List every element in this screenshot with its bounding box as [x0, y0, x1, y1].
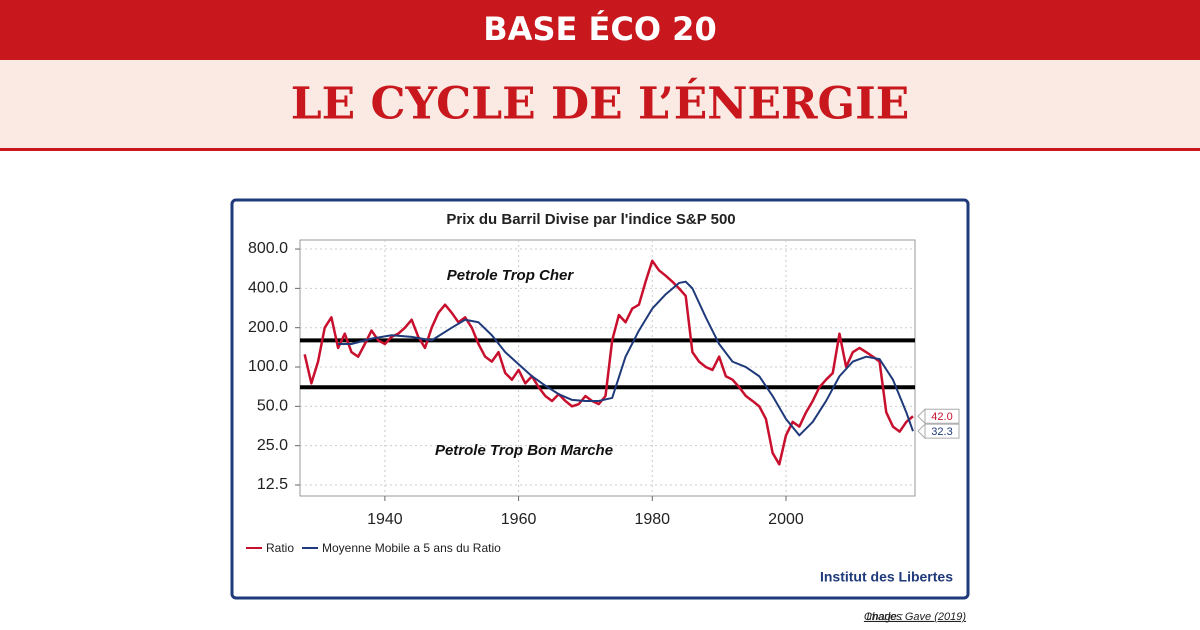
kicker-band [0, 0, 1200, 60]
annotation: Petrole Trop Bon Marche [435, 442, 613, 459]
legend-label: Ratio [266, 541, 294, 555]
source: Institut des Libertes [820, 569, 953, 585]
plot-area [299, 239, 916, 497]
y-tick-label: 12.5 [257, 476, 288, 493]
kicker: BASE ÉCO 20 [483, 10, 716, 48]
y-tick-label: 200.0 [248, 319, 288, 336]
x-tick-label: 1940 [367, 511, 403, 528]
y-tick-label: 400.0 [248, 280, 288, 297]
page-title: LE CYCLE DE L’ÉNERGIE [291, 77, 910, 130]
legend-label: Moyenne Mobile a 5 ans du Ratio [322, 541, 501, 555]
title-band [0, 60, 1200, 148]
y-tick-label: 25.0 [257, 437, 288, 454]
y-tick-label: 50.0 [257, 398, 288, 415]
annotation: Petrole Trop Cher [447, 267, 575, 284]
x-tick-label: 1960 [501, 511, 537, 528]
x-tick-label: 1980 [634, 511, 670, 528]
y-tick-label: 100.0 [248, 358, 288, 375]
end-label-box [924, 408, 960, 424]
end-label: 32.3 [931, 426, 952, 438]
x-tick-label: 2000 [768, 511, 804, 528]
chart-title: Prix du Barril Divise par l'indice S&P 5… [446, 211, 735, 228]
series-line [338, 280, 914, 437]
caption-prefix: Image : [866, 611, 903, 623]
end-label-box [924, 423, 960, 439]
caption-credit: Charles Gave (2019) [864, 611, 966, 623]
y-tick-label: 800.0 [248, 240, 288, 257]
end-label: 42.0 [931, 411, 952, 423]
title-rule [0, 148, 1200, 151]
series-line [303, 259, 914, 466]
